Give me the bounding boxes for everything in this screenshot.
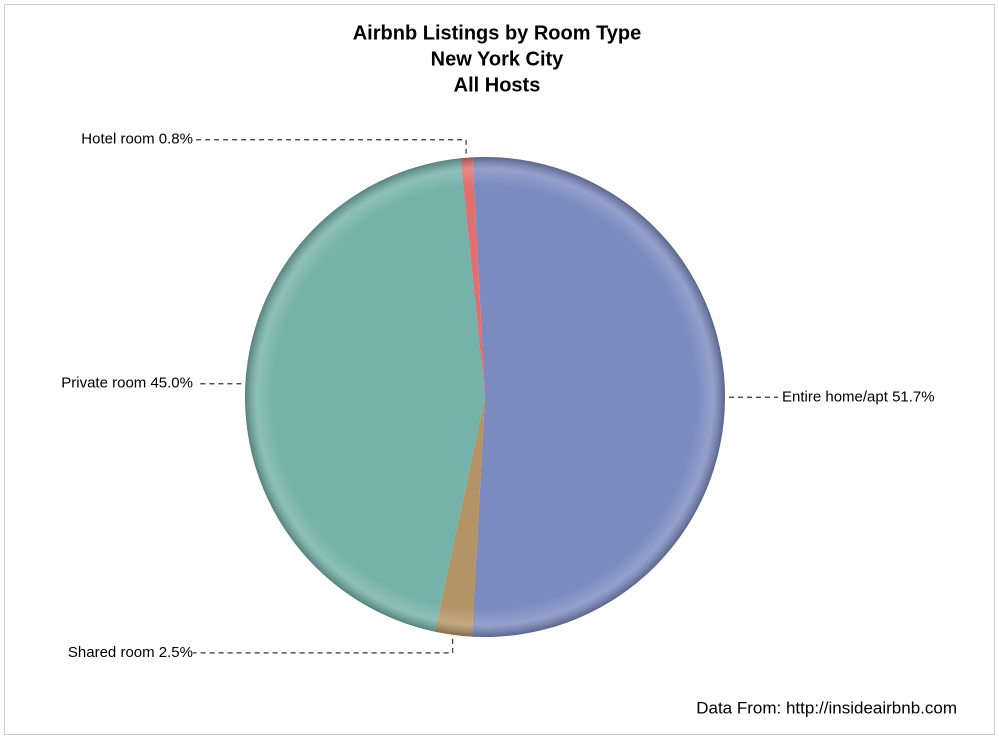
data-label: Shared room 2.5% <box>68 644 193 661</box>
data-label: Hotel room 0.8% <box>81 131 193 148</box>
label-value: 0.8% <box>159 131 193 148</box>
chart-subtitle: All Hosts <box>454 74 541 96</box>
data-label: Entire home/apt 51.7% <box>782 388 935 405</box>
label-category: Entire home/apt <box>782 388 889 405</box>
data-label: Private room 45.0% <box>61 375 193 392</box>
leader-line <box>193 638 454 654</box>
label-value: 2.5% <box>159 644 193 661</box>
label-value: 51.7% <box>892 388 935 405</box>
label-category: Hotel room <box>81 131 154 148</box>
footnote: Data From: http://insideairbnb.com <box>696 698 957 717</box>
leader-line <box>193 139 467 154</box>
label-value: 45.0% <box>150 375 193 392</box>
label-category: Shared room <box>68 644 155 661</box>
label-category: Private room <box>61 375 146 392</box>
chart-subtitle: New York City <box>431 48 565 70</box>
chart-title: Airbnb Listings by Room Type <box>353 22 642 44</box>
